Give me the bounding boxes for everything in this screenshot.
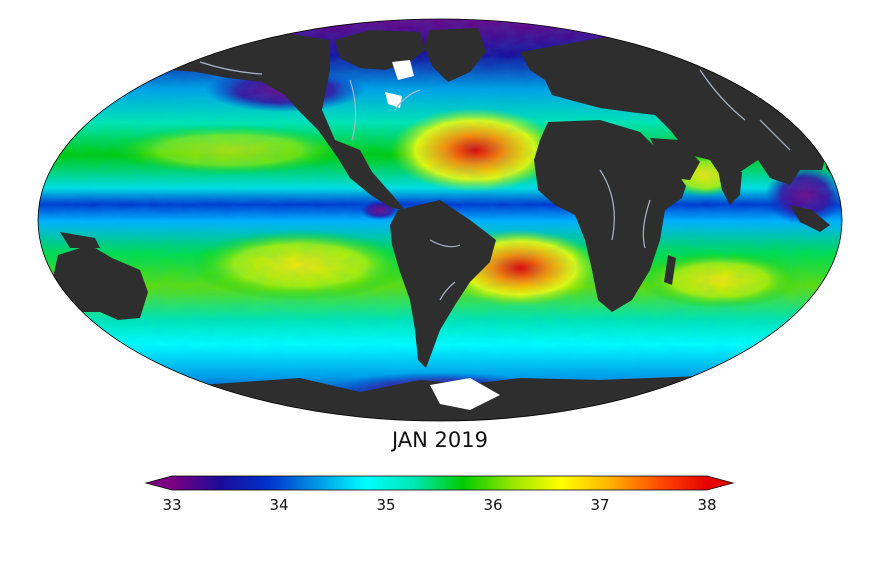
colorbar-tick-label: 33 — [162, 496, 181, 514]
globe-outline — [37, 18, 843, 422]
arctic-islands — [335, 30, 425, 70]
india — [718, 170, 742, 205]
south-america — [390, 200, 496, 368]
new-guinea — [60, 232, 100, 248]
africa — [534, 120, 686, 312]
map-title: JAN 2019 — [391, 428, 489, 452]
colorbar-tick-label: 34 — [269, 496, 288, 514]
colorbar-tick-label: 36 — [483, 496, 502, 514]
colorbar-body — [172, 476, 707, 490]
colorbar-border — [144, 475, 735, 491]
sea-ice-hudson — [385, 92, 402, 108]
colorbar-extend-high — [707, 476, 733, 490]
colorbar-tick-label: 35 — [376, 496, 395, 514]
madagascar — [664, 255, 676, 285]
indonesia — [790, 205, 830, 232]
sea-ice-antarctic — [430, 378, 500, 410]
sea-ice-arctic — [392, 60, 414, 80]
north-america — [150, 34, 405, 210]
colorbar-tick-label: 38 — [697, 496, 716, 514]
rivers — [199, 61, 791, 301]
colorbar-tick-label: 37 — [590, 496, 609, 514]
colorbar-extend-low — [146, 476, 172, 490]
arabia — [650, 138, 700, 180]
australia — [52, 245, 148, 320]
greenland — [424, 28, 486, 82]
